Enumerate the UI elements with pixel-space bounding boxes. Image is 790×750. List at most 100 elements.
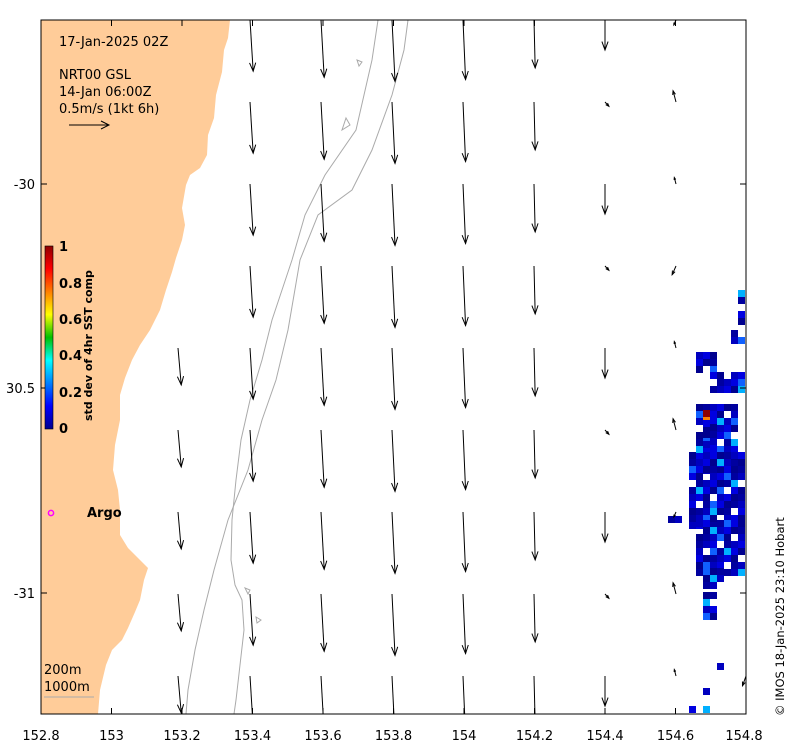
current-arrowhead xyxy=(673,514,676,519)
sst-pixel xyxy=(710,508,717,515)
sst-pixel xyxy=(717,372,724,379)
sst-pixel xyxy=(731,541,738,548)
argo-float-marker xyxy=(47,509,55,517)
sst-pixel xyxy=(724,386,731,393)
current-arrowhead xyxy=(531,387,539,398)
sst-pixel xyxy=(738,515,745,522)
sst-pixel xyxy=(717,494,724,501)
current-arrowhead xyxy=(601,697,609,708)
sst-pixel xyxy=(675,516,682,523)
sst-pixel xyxy=(703,431,710,438)
current-arrowhead xyxy=(176,622,185,633)
current-arrowhead xyxy=(391,236,399,247)
sst-pixel xyxy=(696,453,703,460)
sst-pixel xyxy=(710,541,717,548)
sst-pixel xyxy=(717,386,724,393)
contour-label-1000m: 1000m xyxy=(44,680,90,695)
sst-pixel xyxy=(696,555,703,562)
current-arrowhead xyxy=(601,533,609,544)
y-tick-label: 30.5 xyxy=(6,382,35,397)
sst-pixel xyxy=(724,501,731,508)
current-arrowhead xyxy=(673,176,677,181)
current-arrowhead xyxy=(461,234,469,246)
current-arrow xyxy=(320,347,325,406)
sst-pixel xyxy=(717,534,724,541)
sst-pixel xyxy=(696,534,703,541)
sst-pixel xyxy=(703,520,710,527)
current-arrowhead xyxy=(605,430,610,436)
y-tick-label: -31 xyxy=(14,587,35,602)
sst-pixel xyxy=(724,480,731,487)
sst-pixel xyxy=(710,575,717,582)
x-tick-label: 153.2 xyxy=(163,729,200,744)
sst-pixel xyxy=(717,452,724,459)
current-arrowhead xyxy=(605,102,610,108)
sst-pixel xyxy=(717,411,724,418)
sst-pixel xyxy=(710,613,717,620)
sst-pixel xyxy=(731,404,738,411)
current-arrowhead xyxy=(673,340,677,345)
current-arrow xyxy=(462,183,467,244)
sst-pixel xyxy=(710,515,717,522)
sst-pixel xyxy=(703,404,710,411)
coastline-land xyxy=(41,20,230,714)
current-arrowhead xyxy=(671,270,676,277)
sst-pixel xyxy=(703,427,710,434)
sst-pixel xyxy=(689,515,696,522)
current-arrowhead xyxy=(320,478,328,489)
colorbar-tick-labels: 1 0.8 0.6 0.4 0.2 0 xyxy=(59,240,82,437)
sst-pixel xyxy=(703,575,710,582)
sst-pixel xyxy=(689,508,696,515)
sst-pixel xyxy=(731,452,738,459)
sst-pixel xyxy=(696,520,703,527)
current-arrow xyxy=(672,90,677,103)
sst-pixel xyxy=(724,473,731,480)
sst-pixel xyxy=(717,568,724,575)
current-arrow xyxy=(320,511,325,570)
sst-pixel xyxy=(731,515,738,522)
sst-pixel xyxy=(710,555,717,562)
current-arrowhead xyxy=(672,581,676,588)
sst-pixel xyxy=(738,569,745,576)
x-axis-tick-labels: 152.8 153 153.2 153.4 153.6 153.8 154 15… xyxy=(22,729,762,744)
current-arrowhead xyxy=(672,417,676,424)
current-arrowhead xyxy=(320,232,328,243)
sst-pixel xyxy=(703,606,710,613)
sst-pixel xyxy=(717,404,724,411)
sst-pixel xyxy=(696,404,703,411)
sst-pixel xyxy=(703,555,710,562)
sst-pixel xyxy=(696,459,703,466)
x-tick-label: 154.2 xyxy=(516,729,553,744)
sst-pixel xyxy=(710,417,717,424)
sst-pixel xyxy=(724,555,731,562)
sst-pixel xyxy=(689,459,696,466)
sst-pixel xyxy=(696,562,703,569)
sst-pixel xyxy=(689,466,696,473)
current-arrow xyxy=(671,265,677,275)
sst-pixel xyxy=(710,386,717,393)
current-arrowhead xyxy=(531,59,539,70)
current-arrowhead xyxy=(531,551,539,562)
current-arrowhead xyxy=(391,72,399,83)
sst-pixel xyxy=(696,466,703,473)
current-arrow xyxy=(742,675,746,686)
sst-pixel xyxy=(696,515,703,522)
sst-pixel xyxy=(696,439,703,446)
sst-pixel xyxy=(724,508,731,515)
sst-pixel xyxy=(703,452,710,459)
velocity-scale-label: 0.5m/s (1kt 6h) xyxy=(59,102,160,117)
sst-pixel xyxy=(717,379,724,386)
current-arrowhead xyxy=(741,681,746,688)
current-arrowhead xyxy=(461,562,469,574)
current-arrowhead xyxy=(531,633,539,644)
current-arrow xyxy=(320,101,325,160)
sst-pixel xyxy=(696,418,703,425)
sst-pixel xyxy=(731,386,738,393)
x-tick-label: 154 xyxy=(452,729,477,744)
current-arrowhead xyxy=(461,644,469,656)
sst-pixel xyxy=(710,366,717,373)
sst-pixel xyxy=(738,473,745,480)
sst-pixel xyxy=(696,480,703,487)
current-arrowhead xyxy=(601,205,609,216)
current-arrowhead xyxy=(320,560,328,571)
